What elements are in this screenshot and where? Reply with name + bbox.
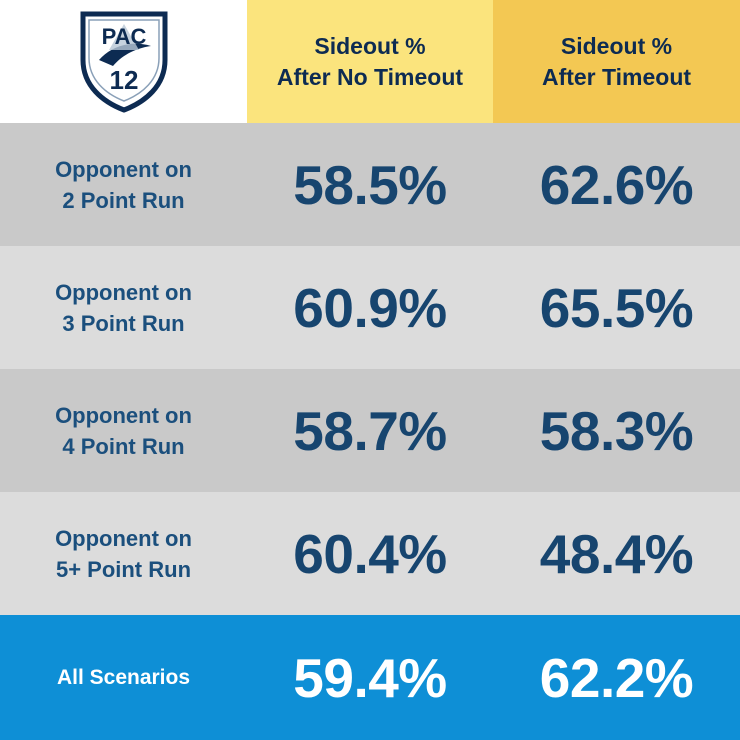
pac12-shield-logo-icon: PAC 12 <box>80 11 167 113</box>
value-timeout: 58.3% <box>493 369 740 492</box>
header-timeout-line2: After Timeout <box>541 63 692 90</box>
row-label-cell: Opponent on 2 Point Run <box>0 123 247 246</box>
table-row: Opponent on 5+ Point Run 60.4% 48.4% <box>0 492 740 615</box>
row-label-line1: Opponent on <box>55 402 192 428</box>
row-label-line2: 3 Point Run <box>62 310 185 336</box>
value-no-timeout: 60.9% <box>247 246 493 369</box>
value-timeout-text: 62.6% <box>539 153 694 216</box>
value-no-timeout: 59.4% <box>247 615 493 740</box>
header-no-timeout: Sideout % After No Timeout <box>247 0 493 123</box>
header-timeout: Sideout % After Timeout <box>493 0 740 123</box>
value-no-timeout: 60.4% <box>247 492 493 615</box>
logo-text-top: PAC <box>101 24 146 49</box>
row-label-cell: Opponent on 4 Point Run <box>0 369 247 492</box>
value-timeout-text: 65.5% <box>539 276 694 339</box>
header-timeout-line1: Sideout % <box>560 32 673 59</box>
row-label-line2: 4 Point Run <box>62 433 185 459</box>
row-label-line1: Opponent on <box>55 525 192 551</box>
header-no-timeout-line2: After No Timeout <box>276 63 464 90</box>
table-row: Opponent on 3 Point Run 60.9% 65.5% <box>0 246 740 369</box>
row-label-line2: 2 Point Run <box>62 187 185 213</box>
header-no-timeout-line1: Sideout % <box>314 32 426 59</box>
row-label-cell: Opponent on 3 Point Run <box>0 246 247 369</box>
value-no-timeout: 58.5% <box>247 123 493 246</box>
row-label-line1: Opponent on <box>55 279 192 305</box>
row-label-cell: All Scenarios <box>0 615 247 740</box>
value-no-timeout-text: 58.7% <box>293 399 447 462</box>
logo-cell: PAC 12 <box>0 0 247 123</box>
row-label-line1: Opponent on <box>55 156 192 182</box>
value-timeout: 65.5% <box>493 246 740 369</box>
row-label-line2: 5+ Point Run <box>55 556 192 582</box>
all-scenarios-row: All Scenarios 59.4% 62.2% <box>0 615 740 740</box>
table-row: Opponent on 4 Point Run 58.7% 58.3% <box>0 369 740 492</box>
table-row: Opponent on 2 Point Run 58.5% 62.6% <box>0 123 740 246</box>
value-timeout-text: 58.3% <box>539 399 694 462</box>
value-timeout-text: 62.2% <box>539 646 694 709</box>
value-timeout: 62.2% <box>493 615 740 740</box>
value-no-timeout-text: 60.4% <box>293 522 447 585</box>
value-no-timeout-text: 58.5% <box>293 153 447 216</box>
value-timeout: 62.6% <box>493 123 740 246</box>
value-timeout-text: 48.4% <box>539 522 694 585</box>
value-no-timeout-text: 59.4% <box>293 646 447 709</box>
header-row: PAC 12 Sideout % After No Timeout Sideou… <box>0 0 740 123</box>
value-timeout: 48.4% <box>493 492 740 615</box>
logo-text-bottom: 12 <box>109 65 138 95</box>
value-no-timeout: 58.7% <box>247 369 493 492</box>
row-label-cell: Opponent on 5+ Point Run <box>0 492 247 615</box>
value-no-timeout-text: 60.9% <box>293 276 447 339</box>
row-label-line1: All Scenarios <box>56 666 191 689</box>
